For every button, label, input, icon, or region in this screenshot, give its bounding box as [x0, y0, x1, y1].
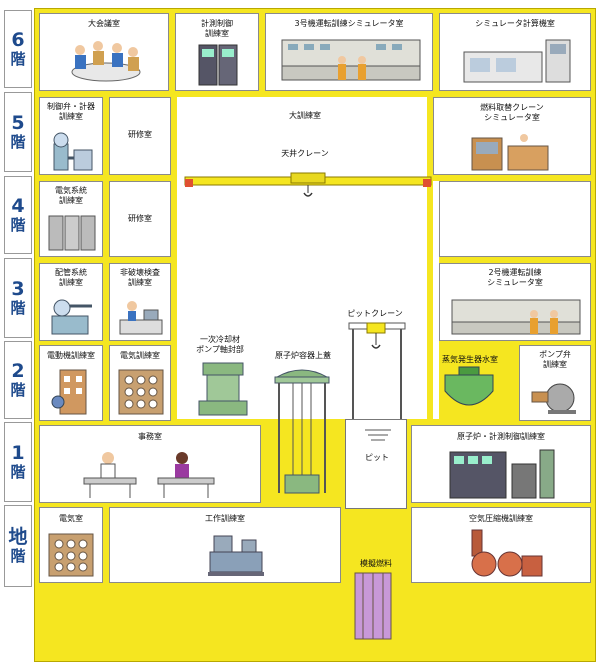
- room-electric: 電気室: [39, 507, 103, 583]
- room-office: 事務室: [39, 425, 261, 503]
- steam-generator-label: 蒸気発生器水室: [442, 355, 498, 364]
- office-illustration: [83, 452, 215, 498]
- room-label: 電動機訓練室: [47, 351, 95, 360]
- room-label: 原子炉・計測制御訓練室: [457, 432, 545, 441]
- steam-generator-icon: [444, 366, 494, 406]
- room-pump-valve: ポンプ弁 訓練室: [519, 345, 591, 421]
- simulator-panel-illustration: [281, 39, 421, 81]
- room-label: 3号機運転訓練シミュレータ室: [294, 19, 404, 28]
- control-cabinet-illustration: [198, 44, 238, 86]
- room-label: 配管系統 訓練室: [55, 268, 87, 287]
- piping-illustration: [51, 299, 92, 335]
- room-label: 電気室: [59, 514, 83, 523]
- floor-kai: 階: [10, 463, 26, 481]
- room-label: 大会議室: [88, 19, 120, 28]
- reactor-head-label: 原子炉容器上蓋: [275, 351, 331, 360]
- primary-pump-label: 一次冷却材 ポンプ軸封部: [196, 335, 244, 354]
- floor-number: 3: [11, 278, 25, 300]
- room-compressor: 空気圧縮機訓練室: [411, 507, 591, 583]
- room-conference: 大会議室: [39, 13, 169, 91]
- room-label: 電気訓練室: [120, 351, 160, 360]
- valve-illustration: [53, 132, 93, 171]
- floor-kai: 階: [10, 50, 26, 68]
- crane-sim-illustration: [471, 134, 549, 171]
- main-training-label: 大訓練室: [289, 111, 321, 120]
- room-control-valve: 制御弁・計器 訓練室: [39, 97, 103, 175]
- room-sim2: 2号機運転訓練 シミュレータ室: [439, 263, 591, 341]
- room-label: 研修室: [128, 214, 152, 223]
- room-label: 事務室: [138, 432, 162, 441]
- electric-panel-illustration: [48, 533, 94, 577]
- mock-fuel-icon: [354, 572, 392, 640]
- hall-right-column: [433, 181, 439, 419]
- room-piping: 配管系統 訓練室: [39, 263, 103, 341]
- overhead-crane-icon: [184, 172, 432, 197]
- room-reactor-control: 原子炉・計測制御訓練室: [411, 425, 591, 503]
- room-label: 空気圧縮機訓練室: [469, 514, 533, 523]
- floor-number: 5: [11, 112, 25, 134]
- room-label: 研修室: [128, 130, 152, 139]
- room-ndt: 非破壊検査 訓練室: [109, 263, 171, 341]
- ndt-illustration: [119, 301, 163, 335]
- room-label: 計測制御 訓練室: [201, 19, 233, 38]
- reactor-head-icon: [274, 369, 330, 494]
- room-electrical: 電気訓練室: [109, 345, 171, 421]
- simulator2-illustration: [451, 299, 581, 335]
- room-label: 電気系統 訓練室: [55, 186, 87, 205]
- room-electrical-system: 電気系統 訓練室: [39, 181, 103, 257]
- floor-number: 2: [11, 360, 25, 382]
- primary-pump-icon: [198, 362, 248, 416]
- floor-number: 4: [11, 195, 25, 217]
- room-label: 燃料取替クレーン シミュレータ室: [480, 103, 544, 122]
- room-label: 制御弁・計器 訓練室: [47, 102, 95, 121]
- room-fuel-crane-sim: 燃料取替クレーン シミュレータ室: [433, 97, 591, 175]
- floor-number: 6: [11, 29, 25, 51]
- floor-kai: 階: [10, 547, 26, 565]
- room-motor: 電動機訓練室: [39, 345, 103, 421]
- room-workshop: 工作訓練室: [109, 507, 341, 583]
- pump-illustration: [531, 383, 576, 414]
- pit-crane-icon: [348, 322, 406, 421]
- room-sim3: 3号機運転訓練シミュレータ室: [265, 13, 433, 91]
- lathe-illustration: [208, 535, 264, 576]
- floor-kai: 階: [10, 216, 26, 234]
- room-label: ポンプ弁 訓練室: [539, 350, 571, 369]
- conference-illustration: [71, 41, 141, 82]
- room-study-5f: 研修室: [109, 97, 171, 175]
- pit-crane-label: ピットクレーン: [347, 309, 403, 318]
- electrical-panel-illustration: [118, 369, 164, 415]
- compressor-illustration: [471, 529, 543, 577]
- reactor-control-illustration: [449, 449, 555, 499]
- floor-kai: 階: [10, 133, 26, 151]
- room-instrument-control: 計測制御 訓練室: [175, 13, 259, 91]
- building-cross-section: 大会議室 計測制御 訓練室 3号機運転訓練シミュレータ室 シミュレータ計算機室 …: [34, 8, 596, 662]
- floor-kai: 階: [10, 299, 26, 317]
- motor-illustration: [51, 369, 87, 415]
- room-label: 工作訓練室: [205, 514, 245, 523]
- room-sim-computer: シミュレータ計算機室: [439, 13, 591, 91]
- room-study-4f: 研修室: [109, 181, 171, 257]
- floor-kai: 階: [10, 381, 26, 399]
- room-4f-east: [439, 181, 591, 257]
- room-label: シミュレータ計算機室: [475, 19, 555, 28]
- pit-label: ピット: [365, 453, 389, 462]
- computer-illustration: [463, 39, 571, 83]
- overhead-crane-label: 天井クレーン: [281, 149, 329, 158]
- mock-fuel-label: 模擬燃料: [360, 559, 392, 568]
- floor-label-b1: 地階: [4, 505, 32, 587]
- pit-water-icon: [365, 429, 391, 441]
- floor-number: 地: [8, 526, 28, 548]
- switchboard-illustration: [48, 215, 96, 251]
- room-label: 非破壊検査 訓練室: [120, 268, 160, 287]
- room-label: 2号機運転訓練 シミュレータ室: [487, 268, 543, 287]
- floor-number: 1: [11, 442, 25, 464]
- pit-shaft: [345, 419, 407, 509]
